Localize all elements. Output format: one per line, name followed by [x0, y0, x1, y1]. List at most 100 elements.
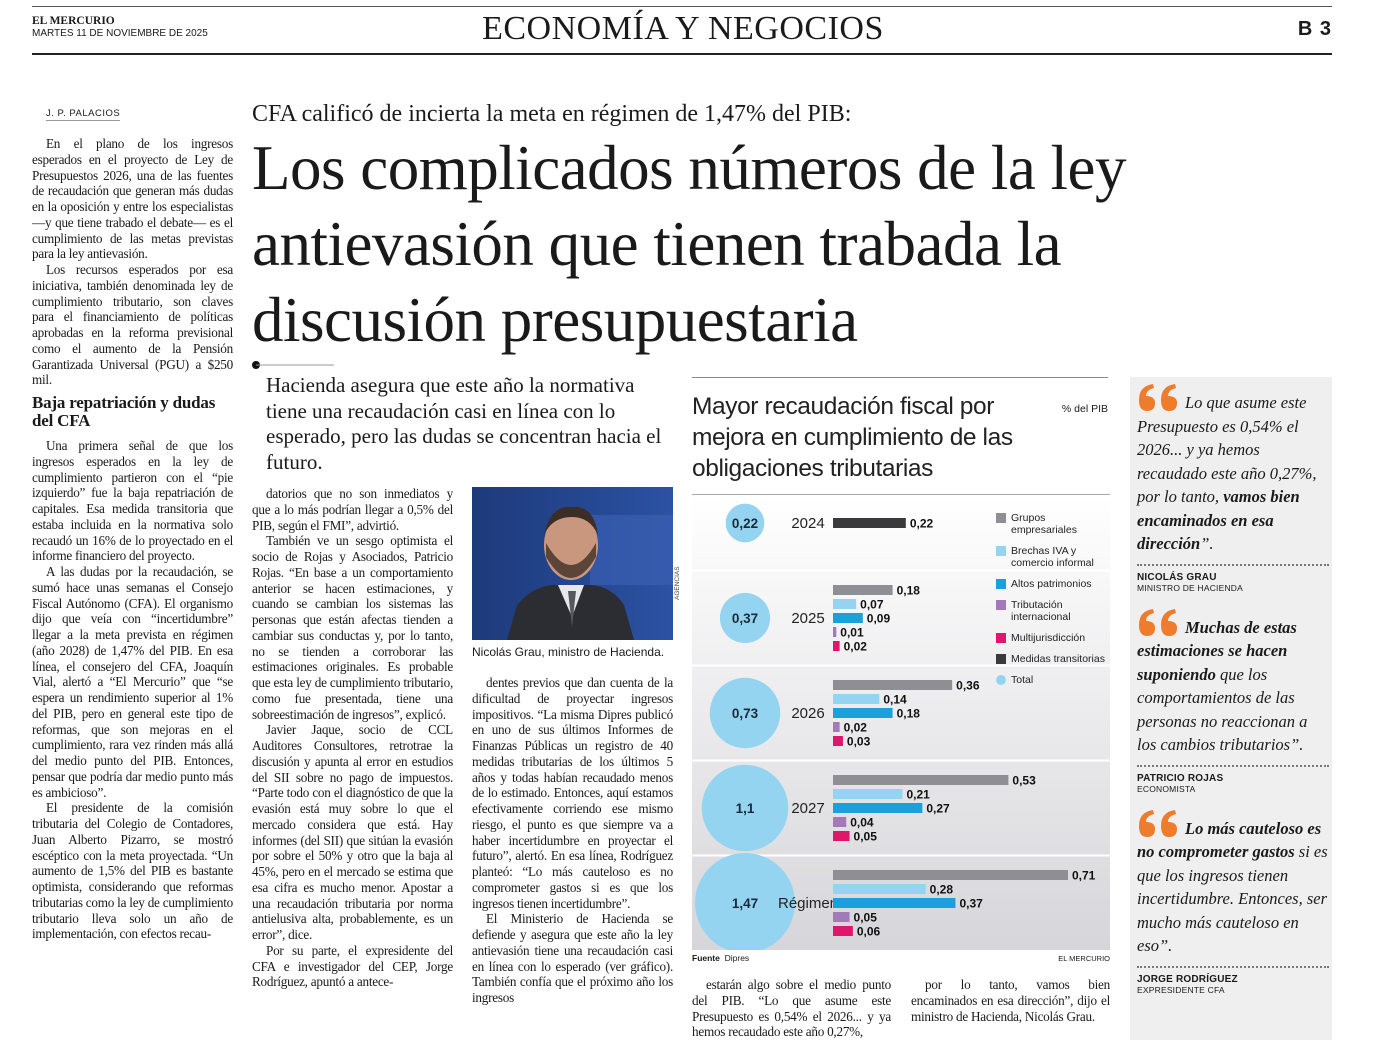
bar-value-label: 0,02: [844, 640, 868, 654]
quote: Lo que asume este Presupuesto es 0,54% e…: [1137, 382, 1329, 593]
legend-label: Altos patrimonios: [1011, 578, 1092, 590]
quote-part: Muchas de estas estimaciones se hacen su…: [1137, 617, 1297, 684]
bar-value-label: 0,05: [854, 911, 878, 925]
source-label: Fuente: [692, 953, 720, 963]
paragraph: El Ministerio de Hacienda se defiende y …: [472, 911, 673, 1005]
quote-part: Lo que asume este Presupuesto es 0,54% e…: [1137, 393, 1317, 506]
bar: [833, 518, 906, 528]
total-bubble: [695, 853, 795, 950]
quote-name: PATRICIO ROJAS: [1137, 764, 1329, 784]
paragraph: Javier Jaque, socio de CCL Auditores Con…: [252, 722, 453, 942]
photo: [472, 487, 673, 640]
bar-value-label: 0,09: [867, 612, 891, 626]
legend-swatch: [996, 633, 1006, 643]
photo-credit: AGENCIAS: [674, 566, 681, 600]
subhead: Baja repatriación y dudas del CFA: [32, 393, 216, 430]
bar-value-label: 0,14: [883, 693, 907, 707]
bar-value-label: 0,71: [1072, 869, 1096, 883]
bar: [833, 680, 953, 690]
bar: [833, 870, 1068, 880]
page-number: B 3: [1297, 18, 1332, 40]
bar-value-label: 0,06: [857, 925, 881, 939]
bar: [833, 912, 850, 922]
total-bubble: [709, 677, 781, 749]
paragraph: En el plano de los ingresos esperados en…: [32, 136, 233, 262]
paragraph: También ve un sesgo optimista el socio d…: [252, 533, 453, 722]
section: ECONOMÍA Y NEGOCIOS: [482, 10, 884, 47]
category-label: 2026: [791, 705, 824, 722]
bar-value-label: 0,27: [926, 802, 950, 816]
quote-glyph: [1139, 608, 1177, 636]
legend-item: Altos patrimonios: [996, 578, 1108, 590]
legend-swatch: [996, 546, 1006, 556]
chart-source: Fuente Dipres: [692, 953, 749, 963]
quote-part: vamos bien encaminados en esa dirección: [1137, 487, 1300, 553]
chart-rule: [692, 494, 1110, 495]
bullet-rule: [252, 361, 334, 369]
paragraph: Una primera señal de que los ingresos es…: [32, 438, 233, 564]
total-label: 0,73: [732, 706, 759, 721]
legend-label: Brechas IVA y comercio informal: [1011, 545, 1094, 569]
bar: [833, 599, 857, 609]
bar: [833, 694, 880, 704]
bar: [833, 803, 923, 813]
quote: Muchas de estas estimaciones se hacen su…: [1137, 607, 1329, 794]
paragraph: El presidente de la comisión tributaria …: [32, 800, 233, 942]
legend-swatch: [996, 579, 1006, 589]
bar: [833, 789, 903, 799]
quote-mark: [1139, 384, 1177, 411]
quote-role: EXPRESIDENTE CFA: [1137, 984, 1225, 995]
column-3: dentes previos que dan cuenta de la difi…: [472, 675, 673, 1042]
quote-part: que los comportamientos de las personas …: [1137, 664, 1308, 755]
legend-item: Grupos empresariales: [996, 512, 1108, 536]
bar-value-label: 0,53: [1012, 774, 1036, 788]
source: Dipres: [724, 953, 750, 963]
legend-label: Total: [1011, 674, 1034, 686]
quote-part: ”.: [1200, 534, 1214, 553]
bar-value-label: 0,22: [910, 517, 934, 531]
bar: [833, 613, 863, 623]
bar: [833, 898, 956, 908]
photo-tie: [568, 591, 576, 627]
paragraph: dentes previos que dan cuenta de la difi…: [472, 675, 673, 911]
category-label: 2024: [791, 515, 824, 532]
quote-text: Lo que asume este Presupuesto es 0,54% e…: [1137, 382, 1329, 556]
legend-label: Multijurisdicción: [1011, 632, 1086, 644]
bar: [833, 775, 1009, 785]
legend-swatch: [996, 513, 1006, 523]
photo-banner: [590, 515, 673, 585]
bar: [833, 736, 843, 746]
bar-value-label: 0,18: [897, 584, 921, 598]
quote-glyph: [1139, 384, 1177, 411]
legend-item: Tributación internacional: [996, 599, 1108, 623]
legend-label: Grupos empresariales: [1011, 512, 1077, 536]
bar: [833, 926, 853, 936]
chart-credit: EL MERCURIO: [1058, 954, 1110, 963]
total-bubble: [719, 592, 771, 644]
bar-value-label: 0,37: [959, 897, 983, 911]
bar: [833, 641, 840, 651]
bar-value-label: 0,05: [854, 830, 878, 844]
chart: 0,22 2024 0,220,37 20250,180,070,090,010,02…: [692, 495, 1110, 950]
legend-item: Medidas transitorias: [996, 653, 1108, 665]
quote-name: JORGE RODRÍGUEZ: [1137, 965, 1329, 985]
deck: Hacienda asegura que este año la normati…: [266, 373, 662, 474]
legend-swatch: [996, 600, 1006, 610]
bar-value-label: 0,01: [840, 626, 864, 640]
chart-title: Mayor recaudación fiscal por mejora en c…: [692, 393, 1013, 482]
kicker: CFA calificó de incierta la meta en régi…: [252, 101, 852, 127]
category-label: 2025: [791, 610, 824, 627]
top-rule: [32, 6, 1332, 7]
paragraph: estarán algo sobre el medio punto del PI…: [692, 977, 891, 1040]
bar-value-label: 0,18: [897, 707, 921, 721]
chart-unit: % del PIB: [1061, 403, 1108, 415]
sidebar: Lo que asume este Presupuesto es 0,54% e…: [1137, 382, 1329, 1009]
total-bubble: [725, 503, 765, 543]
quote-mark: [1139, 608, 1177, 636]
bar-value-label: 0,36: [956, 679, 980, 693]
quote-role: MINISTRO DE HACIENDA: [1137, 582, 1244, 593]
quote-part: Lo más cauteloso es no comprometer gasto…: [1137, 818, 1322, 862]
bar: [833, 831, 850, 841]
publication: EL MERCURIO: [32, 15, 115, 27]
header-rule: [32, 53, 1332, 55]
